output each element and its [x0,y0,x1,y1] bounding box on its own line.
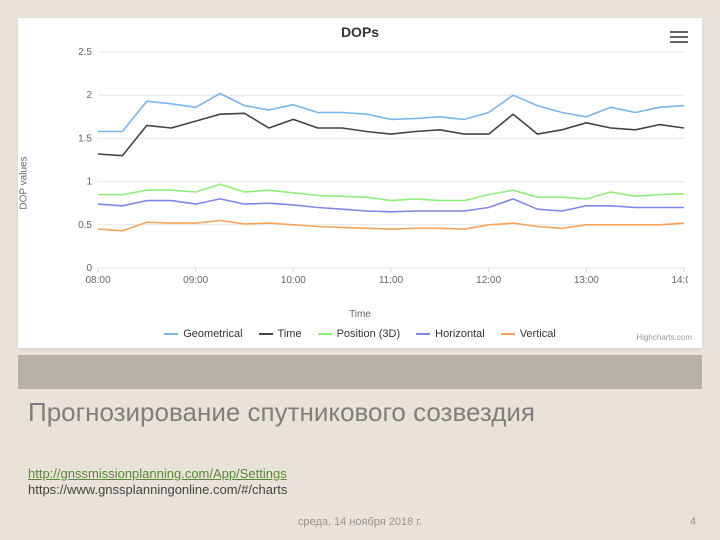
chart-title: DOPs [28,24,692,40]
chart-credit: Highcharts.com [636,333,692,342]
svg-text:12:00: 12:00 [476,275,501,286]
chart-card: DOPs DOP values 0 0.5 1 1.5 2 2.5 08:00 09:00 10… [18,18,702,348]
svg-text:2: 2 [86,90,92,101]
y-axis-label: DOP values [19,156,30,209]
slide-heading: Прогнозирование спутникового созвездия [28,398,535,428]
links-block: http://gnssmissionplanning.com/App/Setti… [28,466,287,499]
legend-label: Horizontal [435,328,485,340]
legend-swatch [259,333,273,335]
svg-text:0: 0 [86,263,92,274]
svg-text:1.5: 1.5 [78,133,92,144]
legend-item[interactable]: Time [259,328,302,340]
svg-text:10:00: 10:00 [281,275,306,286]
legend-item[interactable]: Vertical [501,328,556,340]
legend-label: Time [278,328,302,340]
svg-text:09:00: 09:00 [183,275,208,286]
legend-swatch [416,333,430,335]
legend-item[interactable]: Horizontal [416,328,485,340]
heading-text: Прогнозирование спутникового созвездия [28,397,535,427]
legend: Geometrical Time Position (3D) Horizontal Ve… [18,326,702,340]
x-axis-label: Time [349,309,371,320]
footer-date: среда, 14 ноября 2018 г. [298,516,422,528]
svg-text:1: 1 [86,177,92,188]
legend-swatch [164,333,178,335]
divider-bar [18,355,702,389]
link-gnssmissionplanning[interactable]: http://gnssmissionplanning.com/App/Setti… [28,466,287,481]
svg-text:13:00: 13:00 [574,275,599,286]
legend-item[interactable]: Geometrical [164,328,242,340]
page-number: 4 [690,516,696,528]
legend-swatch [501,333,515,335]
hamburger-icon[interactable] [670,28,688,42]
legend-swatch [318,333,332,335]
link-gnssplanningonline: https://www.gnssplanningonline.com/#/cha… [28,482,287,497]
legend-label: Vertical [520,328,556,340]
legend-label: Position (3D) [337,328,401,340]
legend-item[interactable]: Position (3D) [318,328,401,340]
legend-label: Geometrical [183,328,242,340]
svg-text:2.5: 2.5 [78,48,92,58]
svg-text:08:00: 08:00 [85,275,110,286]
chart-svg: 0 0.5 1 1.5 2 2.5 08:00 09:00 10:00 11:00 12:00 13:… [70,48,688,288]
plot-area: 0 0.5 1 1.5 2 2.5 08:00 09:00 10:00 11:00 12:00 13:… [70,48,688,288]
svg-text:0.5: 0.5 [78,220,92,231]
slide: DOPs DOP values 0 0.5 1 1.5 2 2.5 08:00 09:00 10… [0,0,720,540]
svg-text:14:00: 14:00 [671,275,688,286]
svg-text:11:00: 11:00 [379,275,404,286]
